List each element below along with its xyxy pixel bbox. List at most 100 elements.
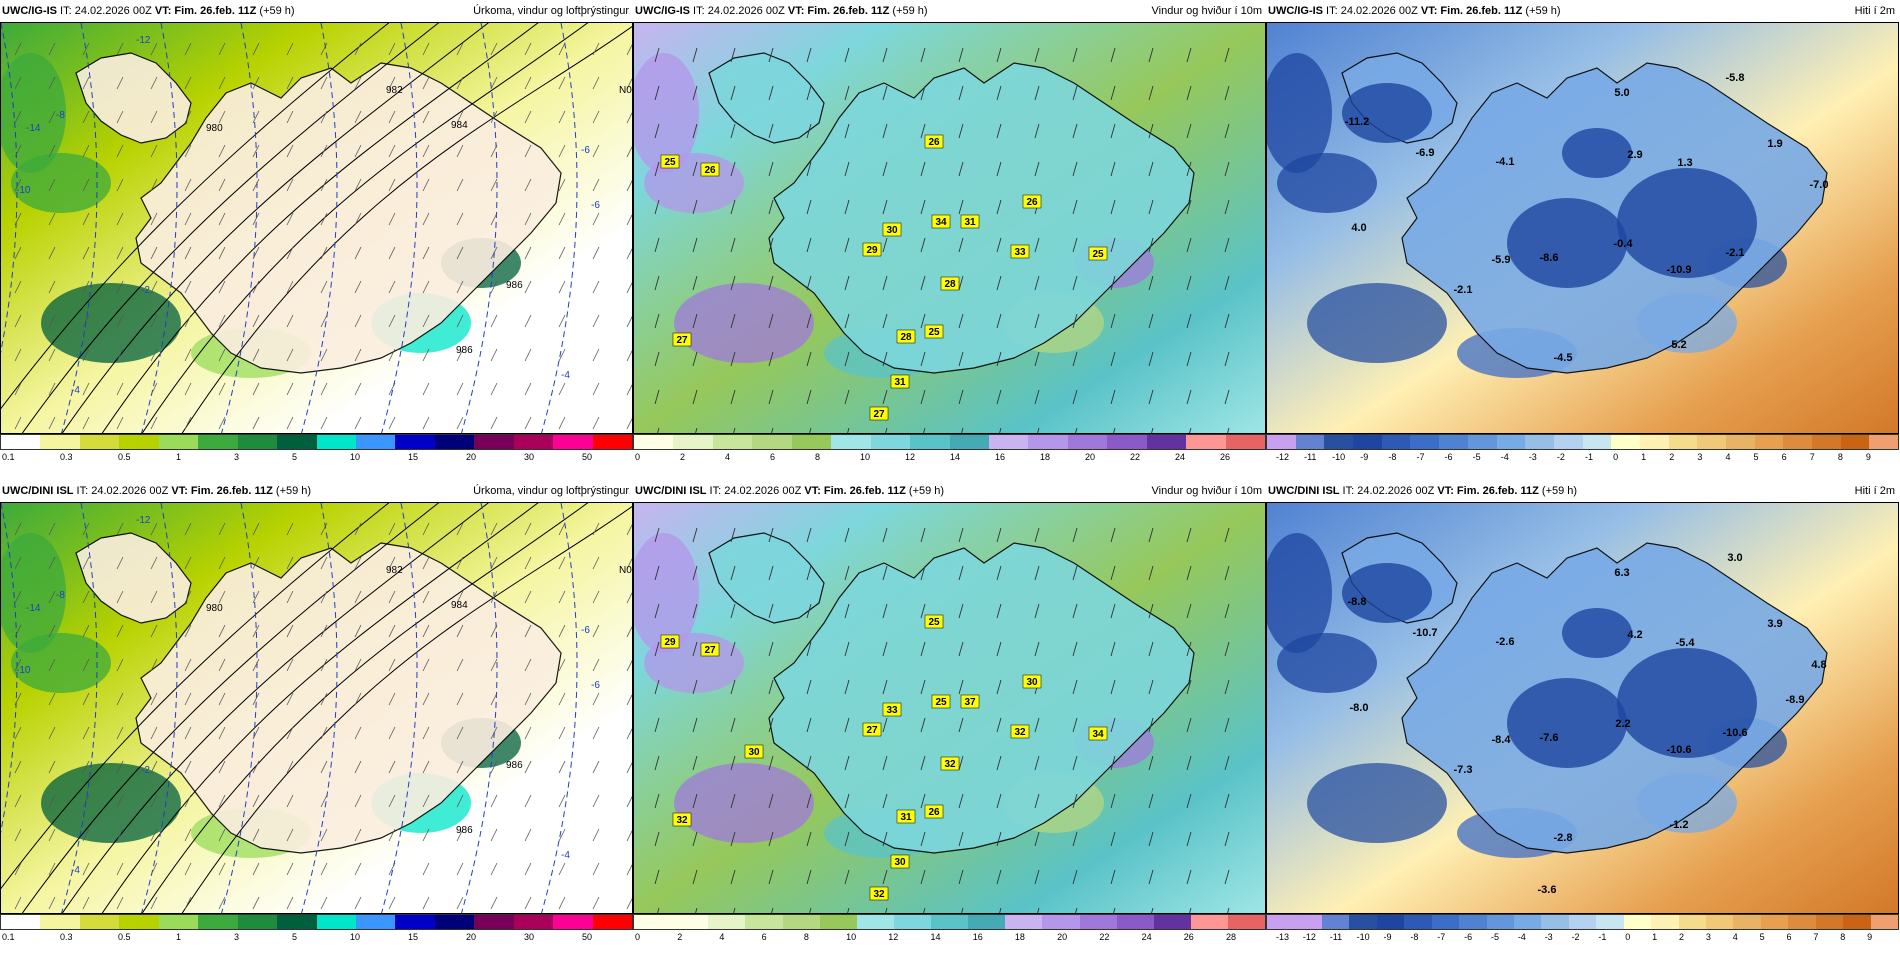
wind-barb (354, 896, 362, 910)
wind-barb (490, 382, 498, 396)
wind-barb (524, 556, 532, 570)
gust-marker-box (660, 154, 680, 169)
colorbar-segment (708, 915, 746, 929)
wind-barb (116, 896, 124, 910)
wind-barb (524, 760, 532, 774)
wind-arrow (768, 831, 774, 847)
wind-arrow (1148, 389, 1154, 405)
wind-barb (82, 760, 90, 774)
wind-arrow (1110, 161, 1116, 177)
wind-arrow (730, 717, 736, 733)
colorbar-segment (949, 435, 989, 449)
wind-barb (388, 726, 396, 740)
wind-barb (218, 760, 226, 774)
wind-arrow (1189, 907, 1192, 913)
wind-barb (388, 42, 396, 56)
wind-barb (388, 624, 396, 638)
colorbar-tick-label: 15 (408, 452, 419, 462)
temperature-value: 1.3 (1677, 157, 1692, 169)
gust-value: 32 (873, 889, 885, 900)
wind-arrow (1224, 641, 1230, 657)
wind-arrow (806, 793, 812, 809)
iceland-coastline (708, 532, 825, 624)
wind-arrow (806, 565, 812, 581)
run-info: UWC/DINI ISL IT: 24.02.2026 00Z VT: Fim.… (2, 480, 311, 502)
colorbar-segment (1869, 435, 1899, 449)
colorbar-tick-label: 4 (1732, 932, 1738, 942)
colorbar-tick-label: 18 (1040, 452, 1051, 462)
wind-arrow (730, 527, 736, 543)
wind-barb (14, 522, 22, 536)
colorbar-tick-label: -2 (1556, 452, 1565, 462)
wind-barb (626, 728, 632, 740)
colorbar-segment (1623, 915, 1652, 929)
gust-marker-box (940, 756, 960, 771)
wind-barb (184, 416, 192, 430)
wind-barb (218, 658, 226, 672)
colorbar-tick-label: 1 (176, 932, 182, 942)
wind-arrow (1034, 47, 1040, 63)
isobar-line (101, 503, 539, 913)
lead-time: (+59 h) (1538, 485, 1578, 497)
wind-arrow (958, 603, 964, 619)
colorbar-segment (1321, 915, 1350, 929)
wind-barb (48, 896, 56, 910)
panel-header: UWC/DINI ISL IT: 24.02.2026 00Z VT: Fim.… (0, 480, 633, 502)
colorbar-tick-label: -12 (1302, 932, 1316, 942)
wind-arrow (1113, 427, 1116, 433)
colorbar-tick-label: -10 (1332, 452, 1346, 462)
colorbar-segment (1376, 915, 1405, 929)
colorbar-segment (1678, 915, 1706, 929)
colorbar-ticks: 0 2 4 6 8 10 12 14 16 18 20 22 24 26 28 (633, 932, 1266, 946)
contour-label: N06 (619, 565, 633, 576)
cold-area (1342, 563, 1432, 623)
colorbar-segment (395, 915, 435, 929)
wind-barb (456, 590, 464, 604)
cold-area (1617, 168, 1757, 278)
wind-arrow (1110, 831, 1116, 847)
model-name: UWC/DINI ISL (635, 485, 707, 497)
gust-value: 30 (1026, 677, 1038, 688)
wind-barb (524, 144, 532, 158)
wind-barb (422, 382, 430, 396)
wind-arrow (768, 641, 774, 657)
wind-barb (150, 658, 158, 672)
colorbar-tick-label: 50 (582, 932, 593, 942)
wind-barb (116, 794, 124, 808)
gust-value: 32 (1014, 727, 1026, 738)
wind-barb (490, 416, 498, 430)
wind-barb (286, 896, 294, 910)
wind-barb (490, 144, 498, 158)
wind-barb (592, 314, 600, 328)
wind-arrow (1072, 275, 1078, 291)
wind-barb (320, 144, 328, 158)
wind-barb (490, 896, 498, 910)
wind-arrow (1072, 85, 1078, 101)
temperature-contour (301, 503, 338, 913)
colorbar-segment (1783, 435, 1813, 449)
colorbar-segment (1525, 435, 1554, 449)
temperature-value: -10.9 (1666, 264, 1691, 276)
wind-barb (422, 522, 430, 536)
wind-barb (422, 658, 430, 672)
wind-barb (218, 246, 226, 260)
wind-barb (354, 144, 362, 158)
wind-arrow (882, 603, 888, 619)
wind-barb (218, 416, 226, 430)
wind-barb (286, 178, 294, 192)
wind-arrow (882, 869, 888, 885)
wind-arrow (1224, 199, 1230, 215)
wind-barb (82, 212, 90, 226)
colorbar-segment (1190, 915, 1228, 929)
wind-arrow (885, 427, 888, 433)
wind-barb (82, 794, 90, 808)
wind-barb (252, 178, 260, 192)
colorbar-tick-label: 2 (680, 452, 686, 462)
wind-barb (48, 624, 56, 638)
temperature-value: -3.6 (1538, 884, 1557, 896)
wind-barb (388, 556, 396, 570)
wind-barb (626, 248, 632, 260)
wind-arrow (1110, 199, 1116, 215)
wind-barb (184, 382, 192, 396)
wind-arrow (806, 161, 812, 177)
